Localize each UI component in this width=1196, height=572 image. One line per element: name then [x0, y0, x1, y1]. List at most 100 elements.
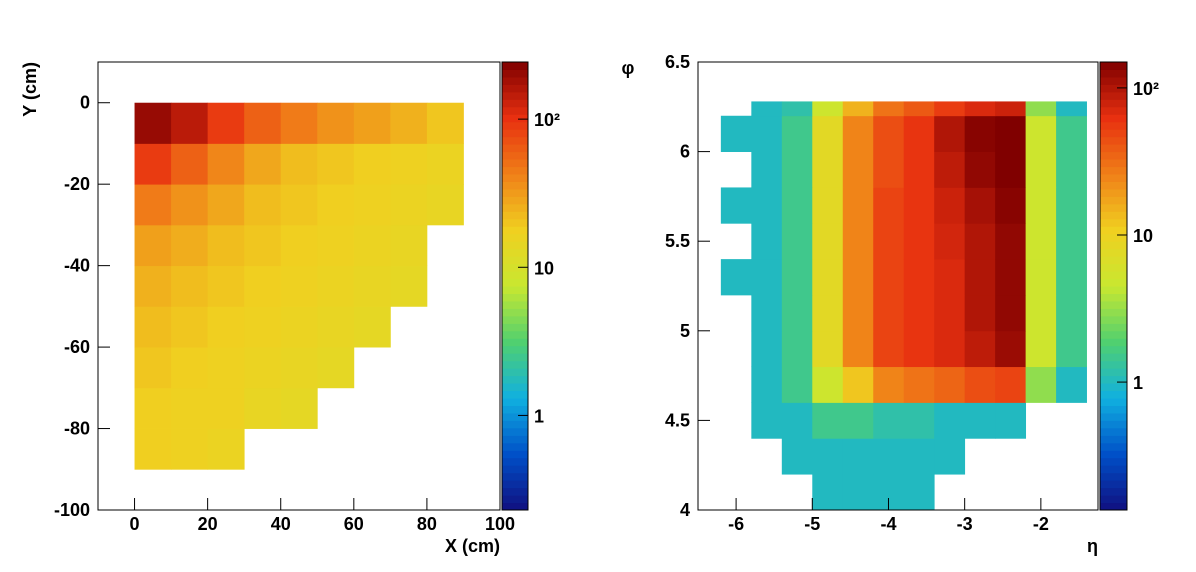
heat-cell — [317, 102, 355, 144]
colorbar-step — [502, 472, 528, 481]
heat-cell — [720, 259, 752, 296]
heat-cell — [842, 101, 874, 117]
colorbar-step — [502, 502, 528, 511]
y-tick-label: -80 — [64, 419, 90, 439]
heat-cell — [171, 428, 209, 470]
heat-cell — [812, 294, 844, 332]
colorbar-step — [1100, 308, 1127, 317]
heat-cell — [812, 187, 844, 224]
heat-cell — [751, 151, 783, 188]
colorbar-step — [502, 114, 528, 123]
heat-cell — [244, 102, 282, 144]
heat-cell — [1025, 115, 1057, 152]
heat-cell — [244, 306, 282, 348]
colorbar-step — [502, 121, 528, 130]
colorbar-step — [502, 487, 528, 496]
colorbar-step — [502, 450, 528, 459]
heat-cell — [781, 115, 813, 152]
colorbar-tick-label: 1 — [1133, 373, 1143, 393]
colorbar-step — [502, 99, 528, 108]
heat-cell — [720, 187, 752, 224]
colorbar-step — [1100, 330, 1127, 339]
colorbar-step — [1100, 271, 1127, 280]
heat-cell — [1056, 294, 1087, 332]
colorbar-step — [1100, 293, 1127, 302]
heat-cell — [1056, 115, 1087, 152]
heat-cell — [317, 347, 355, 389]
heat-cell — [903, 438, 935, 475]
heat-cell — [317, 306, 355, 348]
heat-cell — [426, 102, 464, 144]
heat-cell — [317, 143, 355, 185]
heat-cell — [134, 387, 172, 429]
y-tick-label: 4.5 — [665, 410, 690, 430]
colorbar-step — [502, 300, 528, 309]
heat-cell — [280, 102, 318, 144]
heat-cell — [964, 294, 996, 332]
heat-cell — [244, 265, 282, 307]
heat-cell — [280, 143, 318, 185]
y-tick-label: -100 — [54, 500, 90, 520]
heat-cell — [390, 224, 428, 267]
heat-cell — [781, 187, 813, 224]
heat-cell — [1025, 259, 1057, 296]
heat-cell — [995, 366, 1027, 403]
colorbar-step — [1100, 174, 1127, 182]
colorbar-step — [502, 465, 528, 474]
heat-cell — [426, 184, 464, 226]
heat-cell — [934, 151, 966, 188]
colorbar-step — [502, 233, 528, 242]
colorbar-step — [1100, 248, 1127, 257]
heat-cell — [964, 223, 996, 260]
colorbar-step — [502, 412, 528, 421]
heat-cell — [995, 187, 1027, 224]
colorbar-tick-label: 10² — [1133, 79, 1159, 99]
heat-cell — [934, 402, 966, 439]
colorbar-step — [1100, 442, 1127, 451]
colorbar-step — [502, 271, 528, 280]
heat-cell — [781, 366, 813, 403]
heat-cell — [751, 366, 783, 403]
colorbar-step — [1100, 196, 1127, 205]
heat-cell — [934, 101, 966, 117]
colorbar-step — [1100, 278, 1127, 287]
heat-cell — [903, 151, 935, 188]
colorbar-step — [502, 286, 528, 294]
heat-cell — [134, 265, 172, 307]
colorbar-step — [1100, 62, 1127, 70]
colorbar-step — [1100, 383, 1127, 392]
colorbar-step — [1100, 368, 1127, 377]
colorbar-step — [1100, 375, 1127, 384]
colorbar-tick-label: 1 — [534, 406, 544, 426]
heat-cell — [812, 366, 844, 403]
y-tick-label: -20 — [64, 174, 90, 194]
heat-cell — [781, 402, 813, 439]
colorbar-step — [502, 338, 528, 347]
colorbar-step — [502, 308, 528, 317]
colorbar-step — [1100, 114, 1127, 123]
heat-cell — [842, 115, 874, 152]
colorbar-step — [502, 442, 528, 451]
heat-cell — [995, 223, 1027, 260]
heat-cell — [873, 402, 905, 439]
heat-cell — [781, 438, 813, 475]
colorbar-step — [1100, 144, 1127, 153]
colorbar-step — [502, 136, 528, 145]
heat-cell — [207, 347, 245, 389]
heat-cell — [134, 184, 172, 226]
heat-cell — [842, 223, 874, 260]
heat-cell — [280, 306, 318, 348]
x-tick-label: 80 — [417, 514, 437, 534]
colorbar-step — [1100, 129, 1127, 138]
heat-cell — [134, 306, 172, 348]
heat-cell — [171, 102, 209, 144]
heat-cell — [873, 151, 905, 188]
x-tick-label: -4 — [880, 514, 896, 534]
heat-cell — [781, 151, 813, 188]
colorbar-step — [1100, 233, 1127, 242]
y-axis-title: Y (cm) — [20, 62, 40, 117]
colorbar-step — [502, 353, 528, 362]
heat-cell — [934, 187, 966, 224]
heat-cell — [903, 294, 935, 332]
